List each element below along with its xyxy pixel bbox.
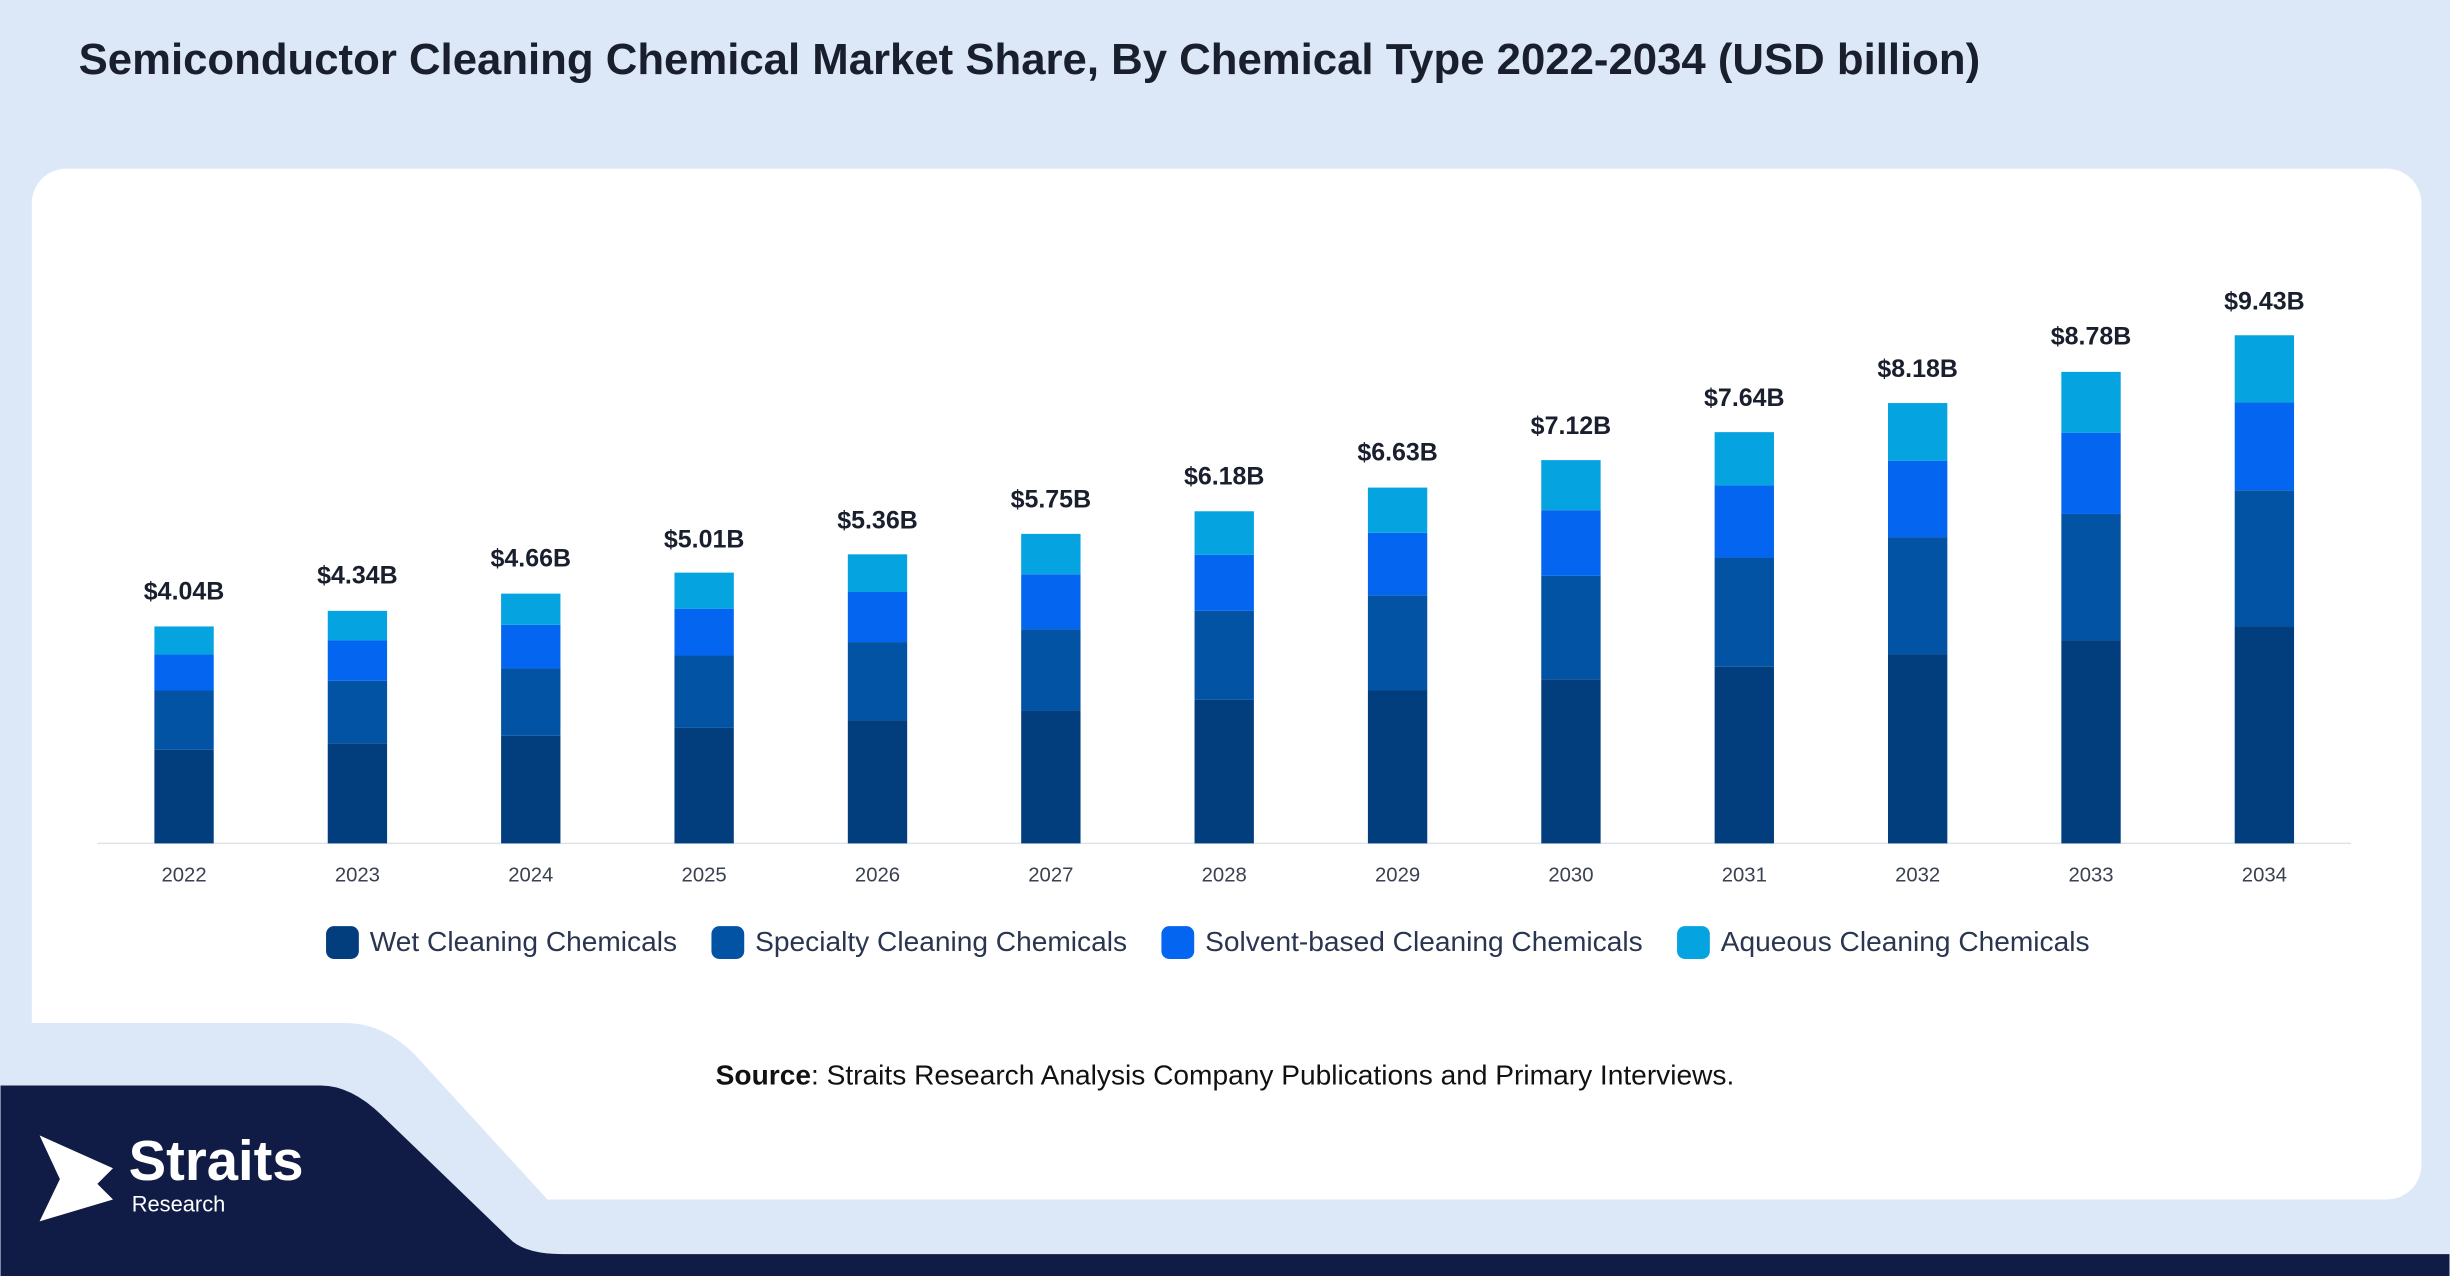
bar-segment bbox=[327, 610, 388, 641]
bar-segment bbox=[1194, 699, 1254, 844]
bar-segment bbox=[1887, 654, 1948, 844]
chart-title: Semiconductor Cleaning Chemical Market S… bbox=[79, 35, 1981, 84]
legend-label: Aqueous Cleaning Chemicals bbox=[1721, 926, 2090, 957]
total-label: $9.43B bbox=[2224, 288, 2305, 316]
bar-segment bbox=[1021, 710, 1081, 844]
source-label: Source bbox=[716, 1060, 811, 1091]
bar-segment bbox=[1021, 629, 1081, 711]
bar-segment bbox=[501, 593, 561, 625]
x-tick-label: 2033 bbox=[2068, 865, 2113, 887]
bar-segment bbox=[847, 592, 908, 643]
x-tick-label: 2025 bbox=[682, 865, 727, 887]
total-label: $5.36B bbox=[837, 507, 918, 535]
bar-segment bbox=[2061, 513, 2121, 641]
x-tick-label: 2023 bbox=[335, 865, 380, 887]
bar-segment bbox=[154, 690, 214, 750]
bar-segment bbox=[501, 624, 561, 669]
x-tick-label: 2034 bbox=[2242, 865, 2287, 887]
total-label: $8.78B bbox=[2051, 323, 2132, 351]
legend-label: Specialty Cleaning Chemicals bbox=[755, 926, 1127, 957]
bar-segment bbox=[674, 655, 734, 728]
bar-segment bbox=[154, 626, 214, 655]
bar-segment bbox=[1194, 554, 1254, 611]
x-tick-label: 2031 bbox=[1722, 865, 1767, 887]
bar-segment bbox=[327, 680, 388, 744]
x-tick-label: 2028 bbox=[1202, 865, 1247, 887]
total-label: $6.18B bbox=[1184, 463, 1265, 491]
legend-swatch bbox=[711, 926, 745, 959]
x-tick-label: 2029 bbox=[1375, 865, 1420, 887]
bar-segment bbox=[1367, 487, 1428, 533]
legend-swatch bbox=[1161, 926, 1195, 959]
bar-segment bbox=[1714, 557, 1774, 667]
bar-segment bbox=[1887, 403, 1948, 461]
logo-name: Straits bbox=[129, 1129, 304, 1192]
bar-segment bbox=[1367, 690, 1428, 844]
bar-segment bbox=[1541, 679, 1601, 844]
bar-segment bbox=[154, 749, 214, 844]
bar-segment bbox=[1194, 511, 1254, 555]
bar-segment bbox=[501, 668, 561, 736]
bar-segment bbox=[2061, 371, 2121, 433]
bar-segment bbox=[847, 554, 908, 593]
legend-swatch bbox=[326, 926, 359, 959]
bar-segment bbox=[847, 720, 908, 844]
x-tick-label: 2030 bbox=[1548, 865, 1593, 887]
bar-segment bbox=[2234, 626, 2295, 844]
x-tick-label: 2026 bbox=[855, 865, 900, 887]
bar-segment bbox=[847, 642, 908, 721]
x-tick-label: 2024 bbox=[508, 865, 553, 887]
bar-segment bbox=[501, 735, 561, 844]
legend-swatch bbox=[1677, 926, 1710, 959]
bar-segment bbox=[2234, 335, 2295, 403]
source: Source: Straits Research Analysis Compan… bbox=[716, 1060, 1735, 1091]
bar-segment bbox=[2234, 402, 2295, 491]
bar-segment bbox=[1541, 510, 1601, 576]
total-label: $7.64B bbox=[1704, 384, 1785, 412]
x-tick-label: 2027 bbox=[1028, 865, 1073, 887]
total-label: $6.63B bbox=[1357, 438, 1438, 466]
bar-segment bbox=[154, 654, 214, 691]
logo-sub: Research bbox=[132, 1191, 226, 1216]
legend-label: Solvent-based Cleaning Chemicals bbox=[1205, 926, 1643, 957]
bar-segment bbox=[1714, 432, 1774, 486]
source-text: : Straits Research Analysis Company Publ… bbox=[811, 1060, 1734, 1091]
bar-segment bbox=[674, 727, 734, 844]
total-label: $4.66B bbox=[491, 544, 572, 572]
legend-label: Wet Cleaning Chemicals bbox=[370, 926, 677, 957]
bar-segment bbox=[1021, 574, 1081, 630]
bar-segment bbox=[1021, 533, 1081, 575]
total-label: $4.04B bbox=[144, 578, 225, 606]
logo-mark bbox=[39, 1135, 113, 1222]
total-label: $7.12B bbox=[1531, 412, 1612, 440]
bar-segment bbox=[1541, 460, 1601, 511]
bar-segment bbox=[1367, 595, 1428, 691]
bar-segment bbox=[1194, 610, 1254, 700]
bar-segment bbox=[2061, 640, 2121, 844]
bar-segment bbox=[2061, 432, 2121, 514]
bar-segment bbox=[327, 640, 388, 681]
total-label: $8.18B bbox=[1877, 355, 1958, 383]
bar-segment bbox=[1887, 460, 1948, 538]
bar-segment bbox=[327, 743, 388, 844]
bar-segment bbox=[1714, 485, 1774, 558]
bar-segment bbox=[1887, 537, 1948, 655]
bar-segment bbox=[674, 572, 734, 609]
total-label: $5.01B bbox=[664, 526, 745, 554]
x-tick-label: 2032 bbox=[1895, 865, 1940, 887]
footer-band bbox=[0, 1085, 2450, 1276]
total-label: $4.34B bbox=[317, 562, 398, 590]
bar-segment bbox=[1714, 666, 1774, 844]
total-label: $5.75B bbox=[1011, 486, 1092, 514]
x-tick-label: 2022 bbox=[161, 865, 206, 887]
bar-segment bbox=[1541, 575, 1601, 680]
bar-segment bbox=[674, 608, 734, 656]
bar-segment bbox=[1367, 532, 1428, 596]
bar-segment bbox=[2234, 490, 2295, 627]
